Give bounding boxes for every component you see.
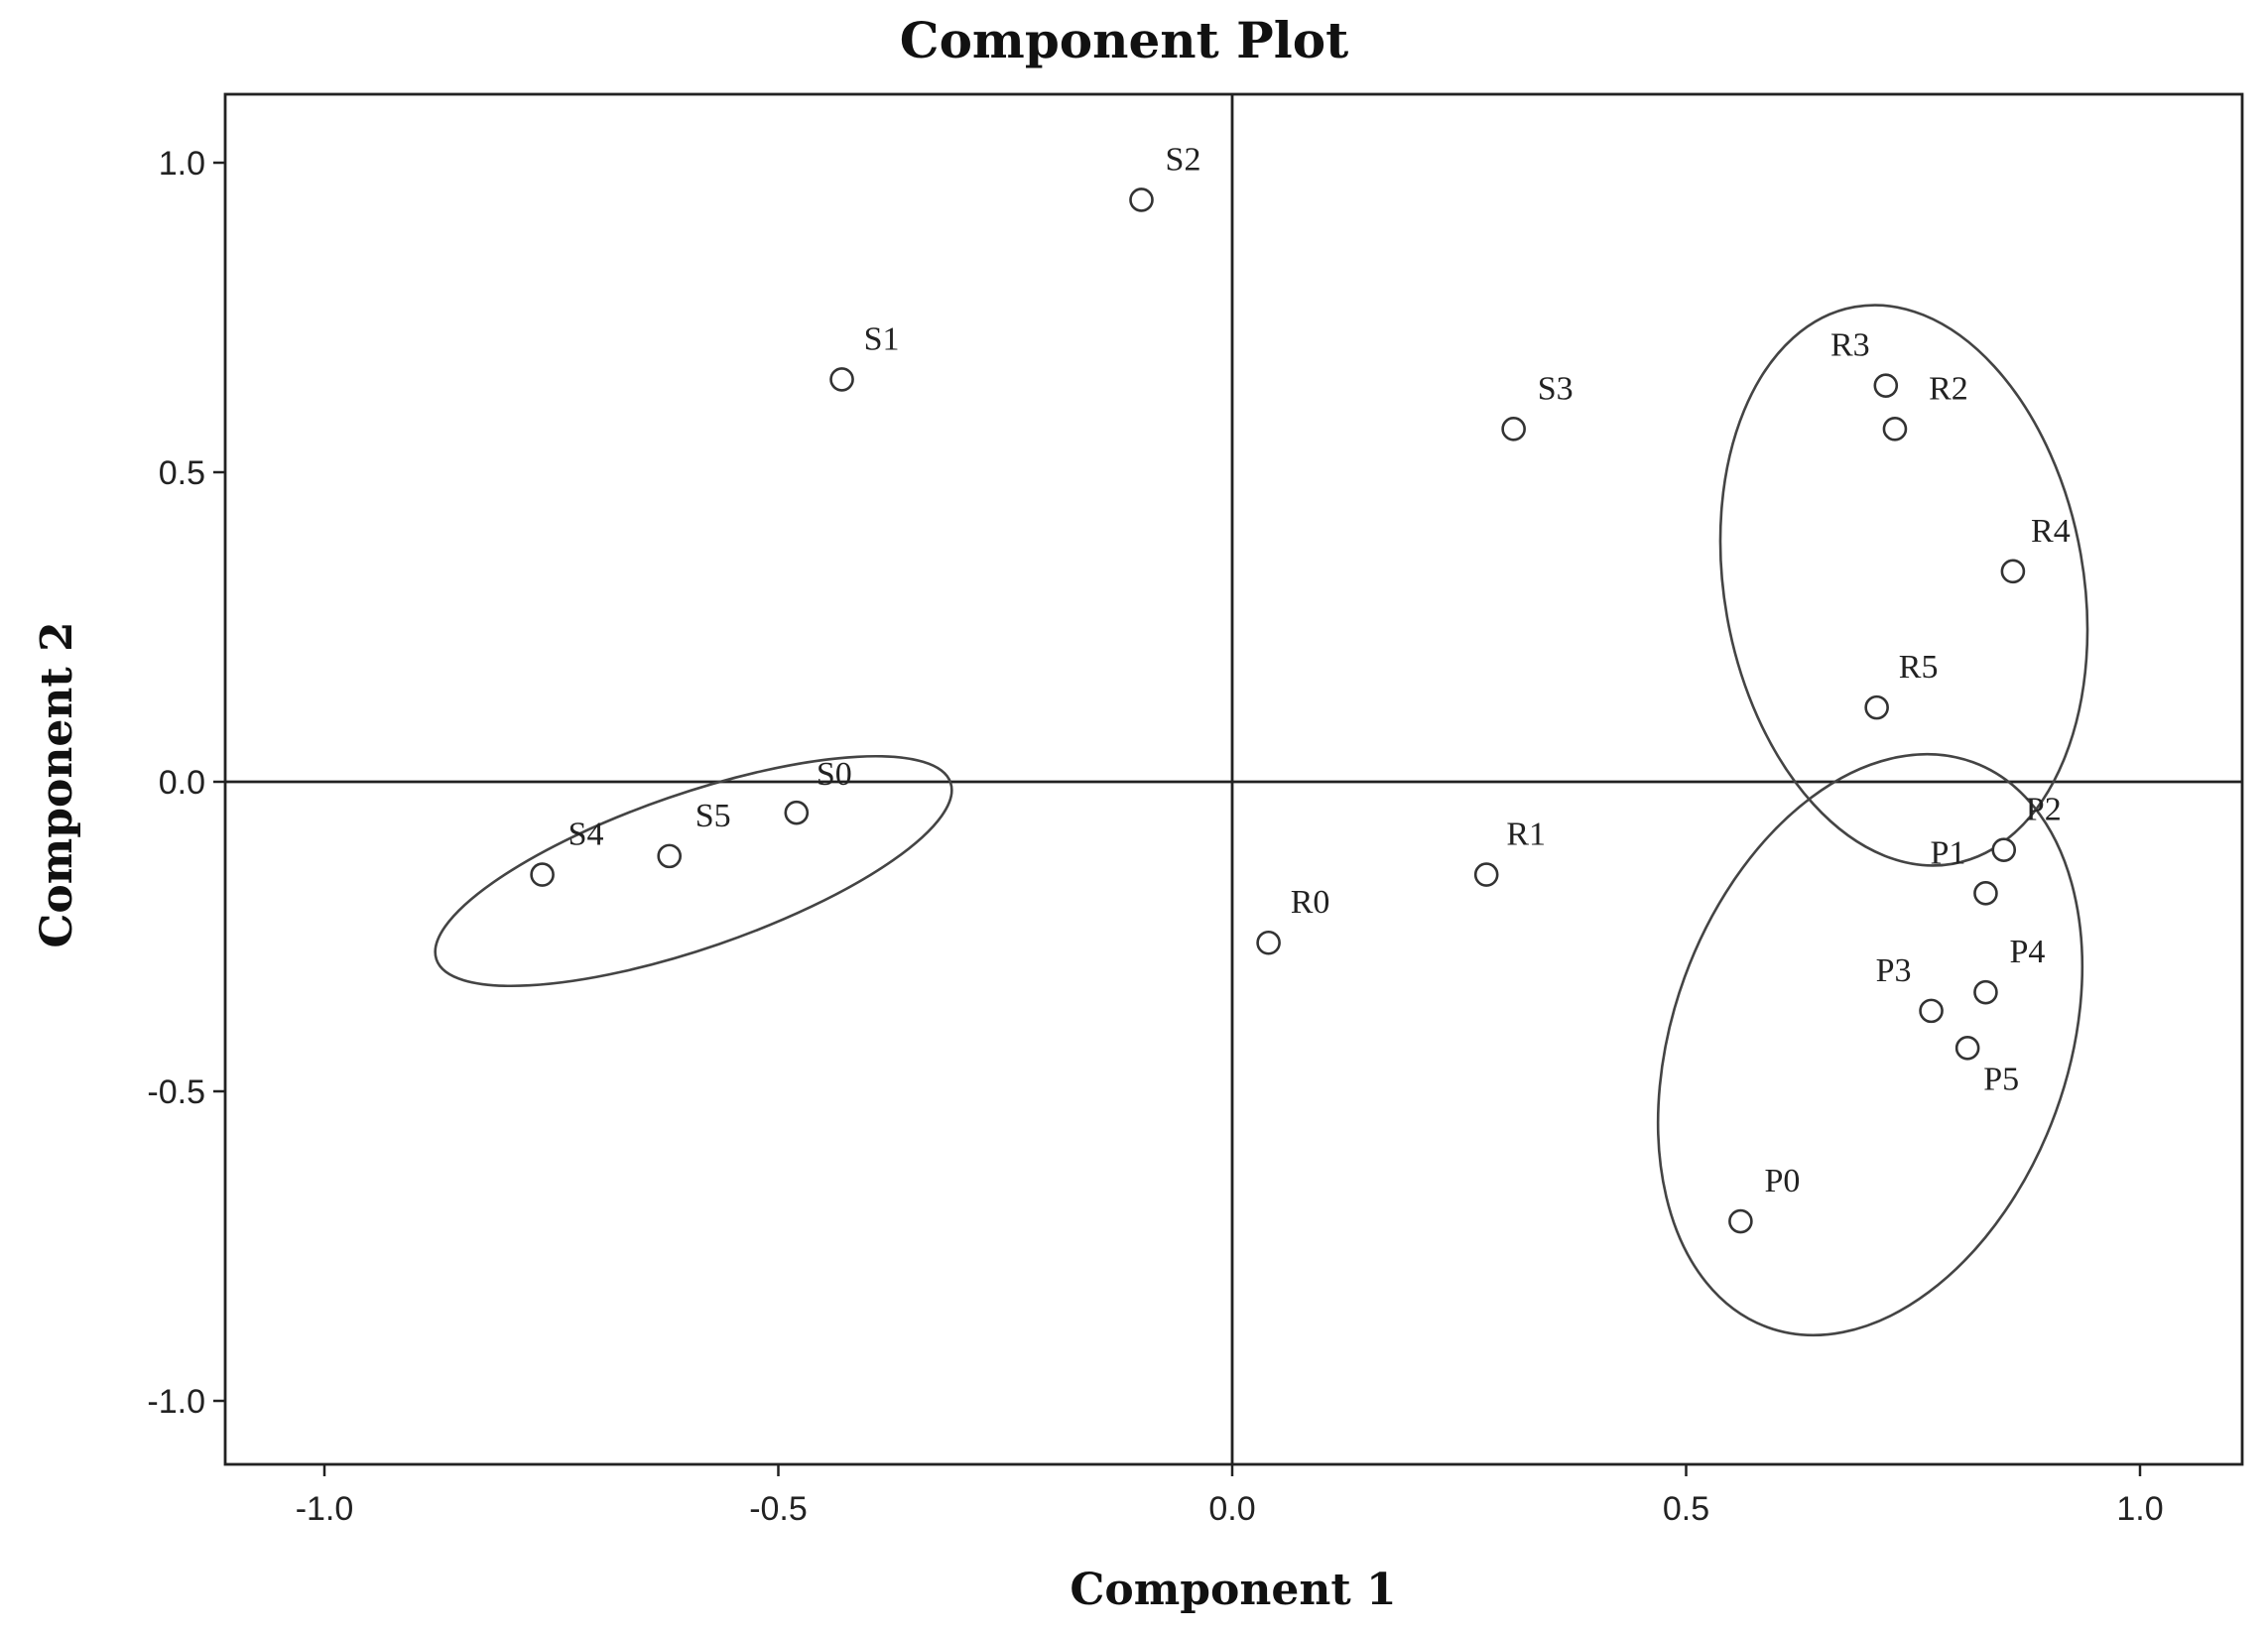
point-label-p0: P0: [1764, 1163, 1800, 1199]
x-tick-label: 0.0: [1208, 1490, 1255, 1528]
point-label-p5: P5: [1983, 1061, 2019, 1097]
point-label-p4: P4: [2009, 934, 2045, 970]
point-label-s5: S5: [695, 798, 731, 834]
point-p0: [1728, 1208, 1753, 1234]
y-tick-label: -0.5: [147, 1073, 205, 1111]
point-s5: [657, 843, 683, 869]
point-label-r1: R1: [1506, 817, 1546, 853]
point-label-s0: S0: [817, 756, 852, 793]
x-axis-title: Component 1: [1070, 1565, 1396, 1615]
point-r4: [2000, 559, 2026, 584]
y-axis-title: Component 2: [32, 621, 82, 947]
point-s4: [530, 862, 555, 887]
point-label-s2: S2: [1166, 141, 1201, 178]
point-r3: [1873, 373, 1899, 398]
plot-frame: [223, 92, 2244, 1466]
group-ellipse-2: [1718, 304, 2089, 867]
chart-title: Component Plot: [900, 11, 1348, 69]
group-ellipse-3: [1656, 752, 2084, 1337]
point-p1: [1973, 881, 1998, 906]
point-s3: [1501, 417, 1526, 441]
point-r5: [1864, 694, 1889, 720]
point-s2: [1129, 188, 1154, 212]
point-label-p2: P2: [2026, 792, 2062, 828]
y-tick-label: 1.0: [159, 145, 205, 183]
point-label-p1: P1: [1930, 834, 1965, 871]
plot-area: -1.0 -0.5 0.0 0.5 1.0 1.0 0.5 0.0 -0.5 -1.0 S0 S1 S2…: [147, 92, 2244, 1528]
point-s1: [829, 367, 854, 392]
point-p5: [1954, 1036, 1980, 1061]
y-tick-label: 0.5: [159, 454, 205, 492]
y-tick-label: -1.0: [147, 1383, 205, 1421]
x-tick-label: -0.5: [749, 1490, 808, 1528]
x-tick-label: 1.0: [2116, 1490, 2163, 1528]
point-label-r3: R3: [1830, 327, 1870, 364]
x-tick-label: -1.0: [296, 1490, 354, 1528]
point-p3: [1919, 998, 1944, 1024]
point-label-r2: R2: [1929, 370, 1968, 407]
point-label-s4: S4: [568, 817, 604, 853]
point-r0: [1256, 930, 1281, 955]
point-label-r5: R5: [1899, 649, 1939, 686]
point-p2: [1991, 837, 2017, 862]
point-label-s3: S3: [1538, 370, 1574, 407]
point-r2: [1882, 417, 1908, 441]
point-label-r4: R4: [2031, 513, 2071, 550]
point-label-p3: P3: [1876, 952, 1912, 989]
point-s0: [784, 800, 810, 825]
point-p4: [1973, 979, 1998, 1005]
y-tick-label: 0.0: [159, 764, 205, 802]
group-ellipse-1: [434, 754, 953, 988]
point-label-r0: R0: [1291, 884, 1330, 921]
point-r1: [1473, 862, 1499, 887]
x-tick-label: 0.5: [1663, 1490, 1709, 1528]
point-label-s1: S1: [864, 320, 900, 357]
